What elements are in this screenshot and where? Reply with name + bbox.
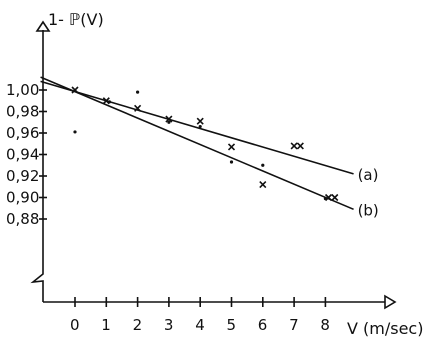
x-axis-arrow [384, 294, 397, 310]
x-tick-label: 2 [133, 316, 143, 334]
y-tick-label: 0,96 [6, 124, 39, 142]
y-axis-line [30, 30, 44, 302]
dot-marker [136, 90, 140, 94]
cross-marker [165, 115, 173, 123]
x-tick-label: 5 [227, 316, 237, 334]
x-tick-label: 3 [164, 316, 174, 334]
y-axis-label: 1- ℙ(V) [48, 10, 104, 29]
cross-marker [296, 142, 304, 150]
y-tick-label: 0,94 [6, 146, 39, 164]
tick-labels: 0,88 0,90 0,92 0,94 0,96 0,98 1,00 0 1 2 3 4 5 6 7 8 [6, 81, 330, 334]
dot-marker [73, 130, 77, 134]
cross-marker [134, 104, 142, 112]
fit-lines: (a) (b) [40, 76, 379, 219]
fit-line-label: (b) [358, 201, 379, 219]
dot-marker [167, 120, 171, 124]
cross-marker [290, 142, 298, 150]
data-markers [71, 86, 339, 202]
y-tick-label: 0,88 [6, 210, 39, 228]
cross-marker [196, 117, 204, 125]
x-tick-label: 6 [258, 316, 268, 334]
cross-marker [227, 143, 236, 151]
y-axis-arrow [35, 20, 51, 32]
x-tick-label: 0 [70, 316, 80, 334]
x-tick-label: 4 [195, 316, 205, 334]
fit-line-b [40, 76, 354, 211]
cross-marker [331, 193, 339, 202]
x-axis-label: V (m/sec) [347, 319, 423, 337]
y-tick-label: 1,00 [6, 81, 39, 99]
x-tick-label: 8 [320, 316, 330, 334]
x-tick-label: 1 [101, 316, 111, 334]
x-tick-label: 7 [289, 316, 299, 334]
fit-line-label: (a) [358, 166, 379, 184]
dot-marker [229, 160, 234, 164]
dot-marker [323, 196, 327, 201]
cross-marker [71, 86, 79, 94]
axes [30, 20, 397, 310]
dot-marker [198, 124, 202, 129]
dot-marker [107, 100, 112, 104]
dot-marker [261, 163, 265, 167]
cross-marker [259, 181, 267, 189]
y-tick-label: 0,92 [6, 167, 39, 185]
fit-line-a [40, 80, 354, 175]
y-tick-label: 0,98 [6, 103, 39, 121]
y-tick-label: 0,90 [6, 189, 39, 207]
